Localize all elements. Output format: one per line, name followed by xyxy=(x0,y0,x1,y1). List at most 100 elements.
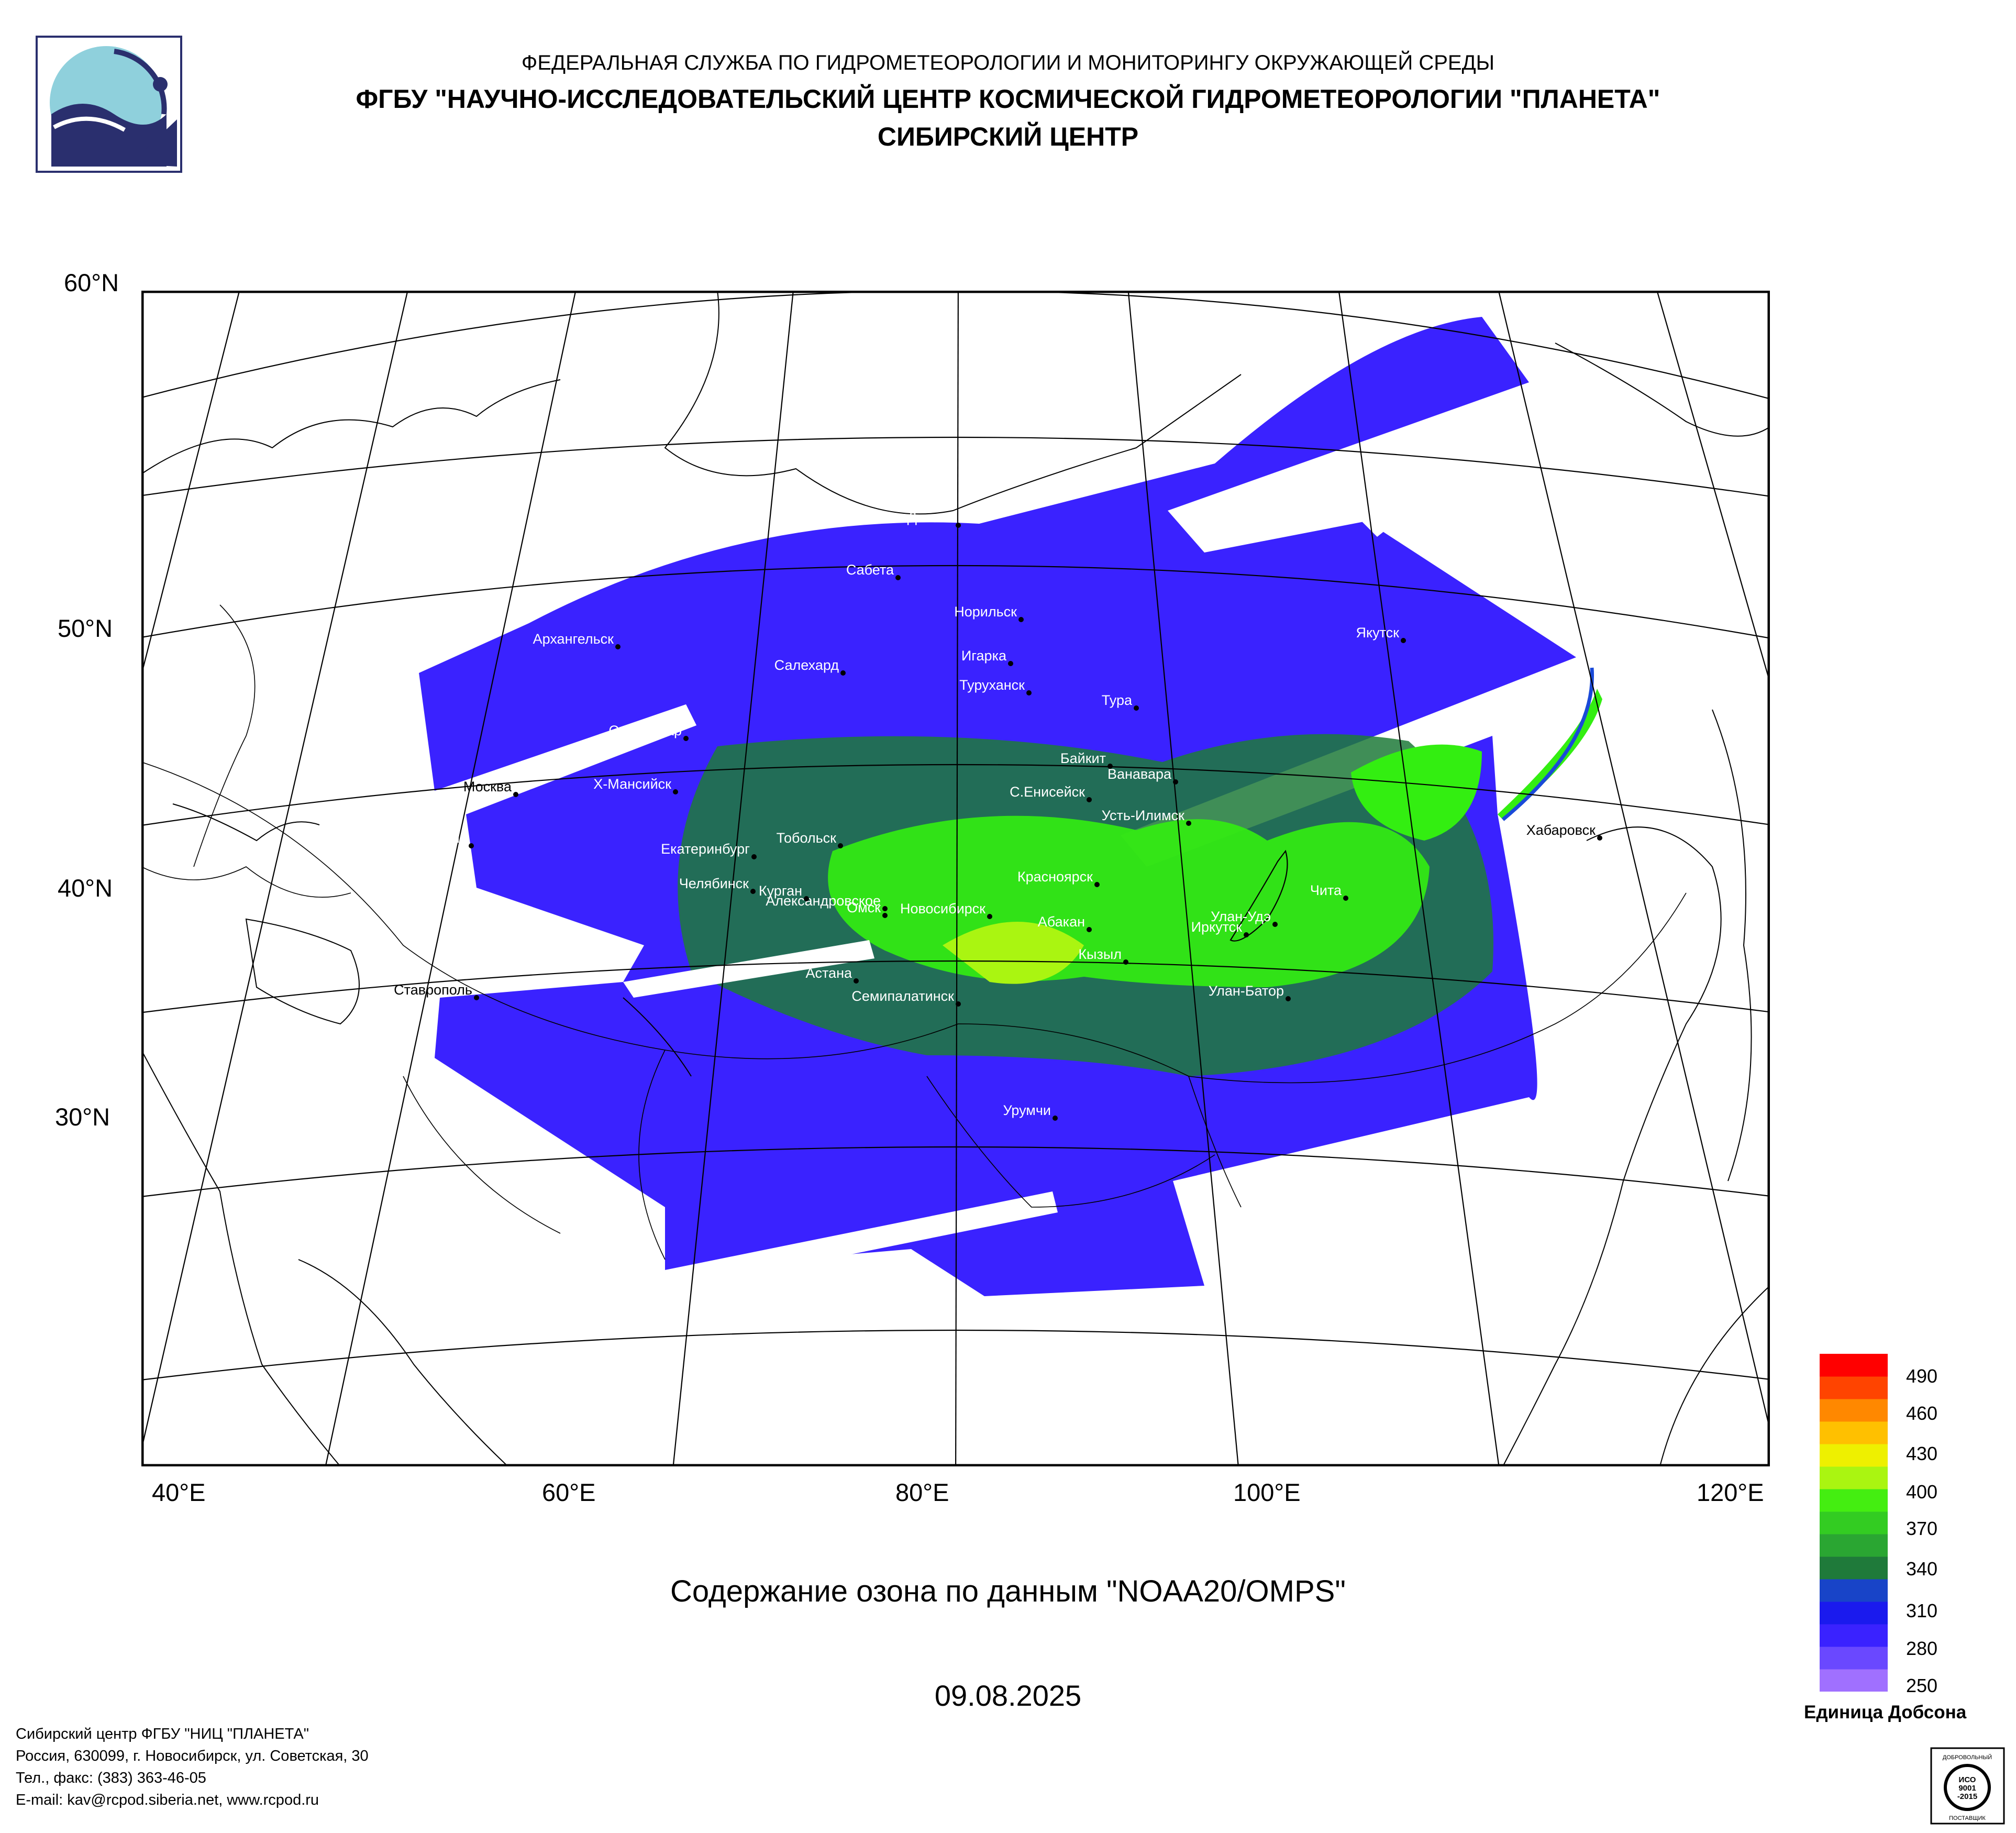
scale-swatch-14 xyxy=(1820,1354,1888,1377)
city-0-label: Диксон xyxy=(907,510,954,525)
scale-swatch-8 xyxy=(1820,1489,1888,1512)
lon-label-80: 80°E xyxy=(895,1478,949,1506)
city-14-label: Москва xyxy=(463,779,512,794)
peak-ozone-zone xyxy=(943,922,1084,984)
cert-line-4: -2015 xyxy=(1957,1792,1977,1801)
city-14-dot xyxy=(513,792,518,797)
scale-swatch-7 xyxy=(1820,1511,1888,1534)
city-5-dot xyxy=(840,670,846,676)
city-29-dot xyxy=(1244,932,1249,937)
planeta-logo xyxy=(36,36,182,173)
lon-label-40: 40°E xyxy=(152,1478,206,1506)
city-31-dot xyxy=(854,978,859,984)
scale-swatch-12 xyxy=(1820,1399,1888,1422)
borders xyxy=(141,604,1687,1260)
city-10-label: Байкит xyxy=(1060,750,1106,766)
center-title: СИБИРСКИЙ ЦЕНТР xyxy=(877,122,1139,151)
scale-tick-400: 400 xyxy=(1906,1481,1938,1503)
city-17-label: Тобольск xyxy=(777,830,837,846)
footer-contacts: Сибирский центр ФГБУ "НИЦ "ПЛАНЕТА" Росс… xyxy=(16,1723,369,1811)
city-4-dot xyxy=(615,644,621,649)
map-date: 09.08.2025 xyxy=(934,1679,1082,1712)
city-17-dot xyxy=(838,843,843,848)
scale-tick-250: 250 xyxy=(1906,1675,1938,1696)
scale-swatch-6 xyxy=(1820,1534,1888,1557)
cert-line-1: ДОБРОВОЛЬНЫЙ xyxy=(1943,1754,1992,1761)
agency-title: ФЕДЕРАЛЬНАЯ СЛУЖБА ПО ГИДРОМЕТЕОРОЛОГИИ … xyxy=(521,51,1495,74)
city-6-label: Туруханск xyxy=(959,677,1025,693)
lake-baikal xyxy=(1229,849,1288,942)
scale-tick-460: 460 xyxy=(1906,1403,1938,1424)
footer-line-1: Сибирский центр ФГБУ "НИЦ "ПЛАНЕТА" xyxy=(16,1726,309,1742)
city-24-label: Курган xyxy=(759,883,802,899)
scale-swatch-10 xyxy=(1820,1444,1888,1467)
scale-swatch-4 xyxy=(1820,1579,1888,1602)
city-20-dot xyxy=(1094,882,1100,887)
scale-swatch-5 xyxy=(1820,1556,1888,1580)
city-30-label: Кызыл xyxy=(1078,946,1122,962)
city-2-label: Норильск xyxy=(954,604,1017,620)
city-2-dot xyxy=(1018,617,1024,622)
lon-label-100: 100°E xyxy=(1233,1478,1301,1506)
scale-units: Единица Добсона xyxy=(1804,1702,1967,1722)
footer-line-4: E-mail: kav@rcpod.siberia.net, www.rcpod… xyxy=(16,1792,319,1808)
city-27-label: Абакан xyxy=(1038,914,1085,930)
lat-label-50: 50°N xyxy=(58,614,113,642)
city-35-label: Урумчи xyxy=(1003,1102,1051,1118)
city-22-dot xyxy=(882,906,888,911)
city-13-label: С.Енисейск xyxy=(1010,784,1085,800)
high-ozone-zone-east xyxy=(1351,744,1482,841)
city-21-dot xyxy=(750,889,756,894)
city-21-label: Челябинск xyxy=(679,876,749,891)
city-22-label: Александровское xyxy=(766,893,881,909)
city-19-dot xyxy=(1597,835,1602,841)
map-frame xyxy=(141,291,1770,1466)
city-35-dot xyxy=(1053,1116,1058,1121)
city-18-dot xyxy=(751,854,757,859)
scale-tick-310: 310 xyxy=(1906,1600,1938,1621)
city-24-dot xyxy=(804,896,809,901)
scale-swatch-2 xyxy=(1820,1624,1888,1647)
ozone-swaths xyxy=(419,317,1602,1296)
city-6-dot xyxy=(1026,690,1032,695)
city-3-label: Игарка xyxy=(961,648,1007,664)
scale-swatch-13 xyxy=(1820,1376,1888,1399)
map-caption: Содержание озона по данным "NOAA20/OMPS" xyxy=(670,1574,1346,1608)
lat-label-30: 30°N xyxy=(55,1103,110,1131)
scale-swatch-9 xyxy=(1820,1466,1888,1489)
city-7-dot xyxy=(1401,638,1406,643)
city-28-label: Улан-Удэ xyxy=(1211,909,1271,924)
scale-swatch-3 xyxy=(1820,1602,1888,1625)
city-11-dot xyxy=(1173,779,1178,785)
city-1-label: Сабета xyxy=(846,562,894,578)
city-32-dot xyxy=(956,1001,961,1007)
city-26-dot xyxy=(987,914,992,919)
lat-label-60: 60°N xyxy=(64,269,119,296)
city-33-label: Улан-Батор xyxy=(1209,983,1284,999)
footer-line-2: Россия, 630099, г. Новосибирск, ул. Сове… xyxy=(16,1748,369,1764)
color-scale-bar xyxy=(1820,1354,1888,1692)
scale-tick-370: 370 xyxy=(1906,1518,1938,1539)
city-26-label: Новосибирск xyxy=(900,901,985,916)
city-28-dot xyxy=(1272,922,1278,927)
city-25-label: Омск xyxy=(847,900,881,915)
city-markers: Диксон Сабета Норильск Игарка Архангельск Сал… xyxy=(394,510,1602,1121)
city-19-label: Хабаровск xyxy=(1526,822,1596,838)
scale-tick-430: 430 xyxy=(1906,1443,1938,1464)
city-30-dot xyxy=(1123,959,1128,965)
city-23-dot xyxy=(1343,896,1348,901)
city-15-dot xyxy=(1186,821,1191,826)
footer-line-3: Тел., факс: (383) 363-46-05 xyxy=(16,1770,206,1786)
city-5-label: Салехард xyxy=(774,657,839,673)
lat-label-40: 40°N xyxy=(58,874,113,902)
city-34-label: Ставрополь xyxy=(394,982,472,998)
city-11-label: Ванавара xyxy=(1107,766,1172,782)
city-25-dot xyxy=(882,913,888,918)
city-9-dot xyxy=(683,736,689,741)
ozone-map: Диксон Сабета Норильск Игарка Архангельск Сал… xyxy=(141,291,1770,1466)
scale-swatch-0 xyxy=(1820,1669,1888,1692)
city-3-dot xyxy=(1008,661,1013,666)
city-12-dot xyxy=(673,789,678,794)
city-4-label: Архангельск xyxy=(533,631,614,647)
institute-title: ФГБУ "НАУЧНО-ИССЛЕДОВАТЕЛЬСКИЙ ЦЕНТР КОС… xyxy=(356,84,1660,114)
